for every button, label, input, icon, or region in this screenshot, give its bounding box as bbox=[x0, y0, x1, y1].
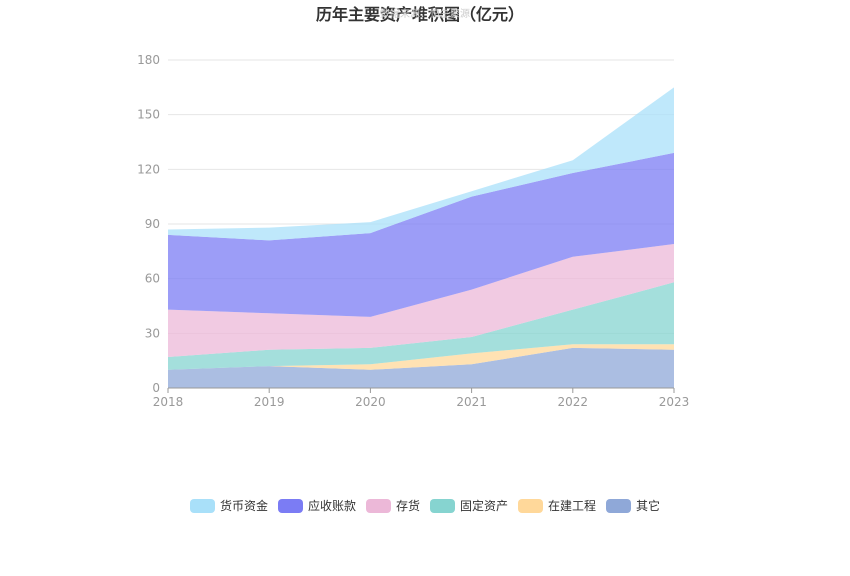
x-tick-label: 2019 bbox=[254, 395, 285, 409]
area-series-2 bbox=[168, 282, 674, 370]
x-tick-label: 2020 bbox=[355, 395, 386, 409]
x-tick-label: 2018 bbox=[153, 395, 184, 409]
y-tick-label: 30 bbox=[145, 326, 160, 340]
x-tick-label: 2021 bbox=[456, 395, 487, 409]
area-series-3 bbox=[168, 244, 674, 358]
y-tick-label: 60 bbox=[145, 272, 160, 286]
legend-swatch bbox=[278, 499, 303, 513]
legend-swatch bbox=[518, 499, 543, 513]
legend-swatch bbox=[606, 499, 631, 513]
legend-item[interactable]: 货币资金 bbox=[190, 498, 268, 513]
legend-swatch bbox=[366, 499, 391, 513]
y-tick-label: 0 bbox=[152, 381, 160, 395]
y-tick-label: 120 bbox=[137, 162, 160, 176]
chart-title: 历年主要资产堆积图（亿元） bbox=[316, 5, 524, 24]
x-tick-label: 2023 bbox=[659, 395, 690, 409]
legend-label: 在建工程 bbox=[548, 498, 596, 513]
legend-item[interactable]: 其它 bbox=[606, 498, 660, 513]
x-tick-label: 2022 bbox=[558, 395, 589, 409]
area-series-4 bbox=[168, 152, 674, 317]
area-series bbox=[168, 87, 674, 388]
legend-label: 其它 bbox=[636, 498, 660, 513]
legend-item[interactable]: 应收账款 bbox=[278, 498, 356, 513]
legend-item[interactable]: 固定资产 bbox=[430, 498, 508, 513]
legend-item[interactable]: 存货 bbox=[366, 498, 420, 513]
legend-label: 固定资产 bbox=[460, 498, 508, 513]
y-tick-label: 90 bbox=[145, 217, 160, 231]
legend-swatch bbox=[430, 499, 455, 513]
legend-item[interactable]: 在建工程 bbox=[518, 498, 596, 513]
area-series-0 bbox=[168, 347, 674, 388]
y-tick-label: 150 bbox=[137, 108, 160, 122]
axes: 0 30 60 90 120 150 180 2018 2019 2020 2021 2022 2023 bbox=[137, 53, 689, 409]
area-series-5 bbox=[168, 87, 674, 241]
legend-label: 应收账款 bbox=[308, 498, 356, 513]
watermark: 数据来源：恒生聚源 bbox=[380, 7, 470, 20]
legend-label: 货币资金 bbox=[220, 498, 268, 513]
legend-swatch bbox=[190, 499, 215, 513]
legend-label: 存货 bbox=[396, 498, 420, 513]
y-tick-label: 180 bbox=[137, 53, 160, 67]
area-series-1 bbox=[168, 344, 674, 370]
legend: 货币资金 应收账款 存货 固定资产 在建工程 其它 bbox=[190, 498, 660, 513]
